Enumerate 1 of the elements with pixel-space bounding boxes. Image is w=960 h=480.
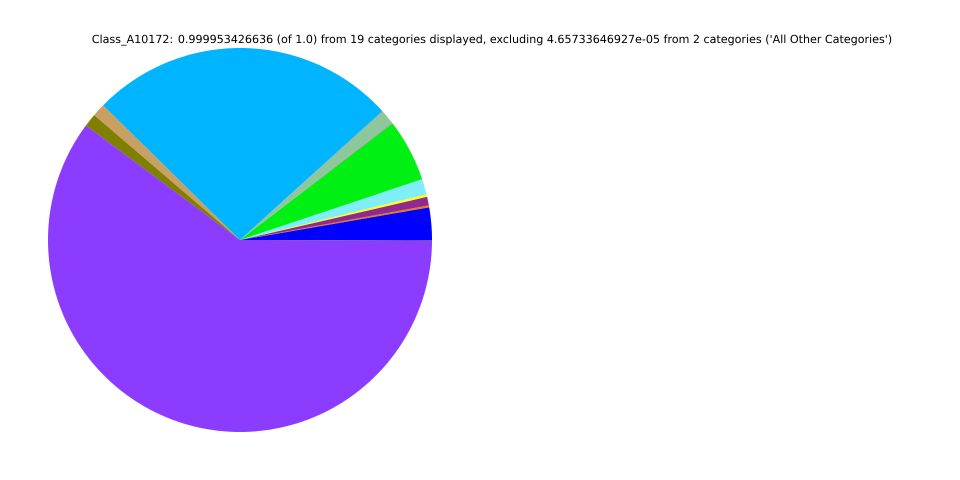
- text: Class_A10172: 0.999953426636 (of 1.0) from 19 categories displayed, excluding 4.65733646927e-05 from 2 categories ('All Other Categories'): [92, 34, 892, 46]
